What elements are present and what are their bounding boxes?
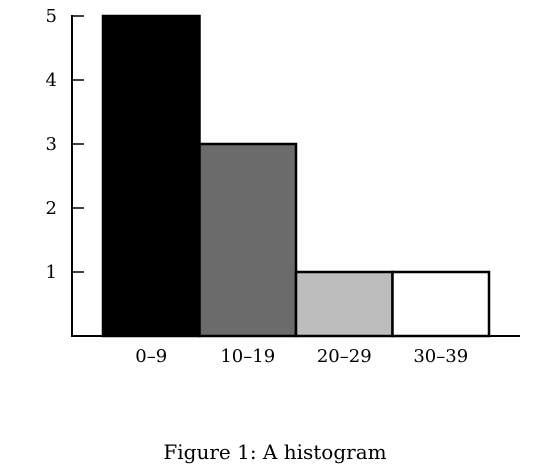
figure-caption: Figure 1: A histogram — [163, 440, 387, 464]
y-tick-label-0: 1 — [46, 262, 57, 283]
bar-1 — [198, 142, 298, 338]
axes-group — [71, 15, 520, 337]
bar-2 — [294, 270, 394, 338]
bar-0 — [101, 14, 201, 338]
x-category-label-1: 10–19 — [220, 346, 275, 367]
y-tick-label-3: 4 — [46, 70, 57, 91]
x-category-label-0: 0–9 — [135, 346, 167, 367]
bar-3 — [391, 270, 491, 338]
y-tick-label-4: 5 — [46, 6, 57, 27]
y-tick-label-2: 3 — [46, 134, 57, 155]
bars-group — [101, 14, 491, 338]
x-category-label-2: 20–29 — [317, 346, 372, 367]
x-category-label-3: 30–39 — [413, 346, 468, 367]
y-ticks-group: 1 2 3 4 5 — [46, 6, 84, 283]
y-tick-label-1: 2 — [46, 198, 57, 219]
x-labels-group: 0–9 10–19 20–29 30–39 — [135, 346, 468, 367]
